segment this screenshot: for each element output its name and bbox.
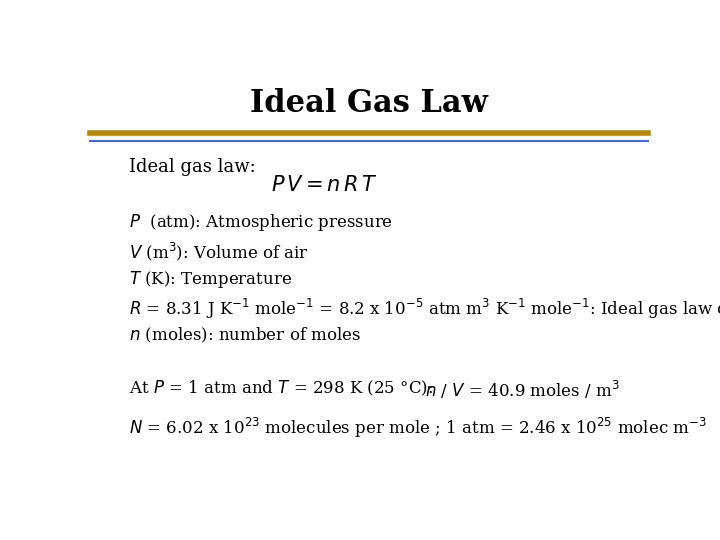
- Text: $\mathit{N}$ = 6.02 x 10$^{23}$ molecules per mole ; 1 atm = 2.46 x 10$^{25}$ mo: $\mathit{N}$ = 6.02 x 10$^{23}$ molecule…: [129, 416, 707, 440]
- Text: $\mathit{n}$ / $\mathit{V}$ = 40.9 moles / m$^3$: $\mathit{n}$ / $\mathit{V}$ = 40.9 moles…: [425, 379, 620, 401]
- Text: $\mathit{V}$ (m$^3$): Volume of air: $\mathit{V}$ (m$^3$): Volume of air: [129, 241, 309, 263]
- Text: Ideal gas law:: Ideal gas law:: [129, 158, 256, 177]
- Text: $\mathit{T}$ (K): Temperature: $\mathit{T}$ (K): Temperature: [129, 269, 292, 290]
- Text: $\mathit{n}$ (moles): number of moles: $\mathit{n}$ (moles): number of moles: [129, 326, 361, 345]
- Text: At $\mathit{P}$ = 1 atm and $\mathit{T}$ = 298 K (25 °C):: At $\mathit{P}$ = 1 atm and $\mathit{T}$…: [129, 379, 433, 399]
- Text: $\mathit{R}$ = 8.31 J K$^{-1}$ mole$^{-1}$ = 8.2 x 10$^{-5}$ atm m$^3$ K$^{-1}$ : $\mathit{R}$ = 8.31 J K$^{-1}$ mole$^{-1…: [129, 297, 720, 321]
- Text: $\mathit{P}$  (atm): Atmospheric pressure: $\mathit{P}$ (atm): Atmospheric pressure: [129, 212, 393, 233]
- Text: Ideal Gas Law: Ideal Gas Law: [250, 87, 488, 119]
- Text: $\mathit{P\,V = n\,R\,T}$: $\mathit{P\,V = n\,R\,T}$: [271, 175, 377, 195]
